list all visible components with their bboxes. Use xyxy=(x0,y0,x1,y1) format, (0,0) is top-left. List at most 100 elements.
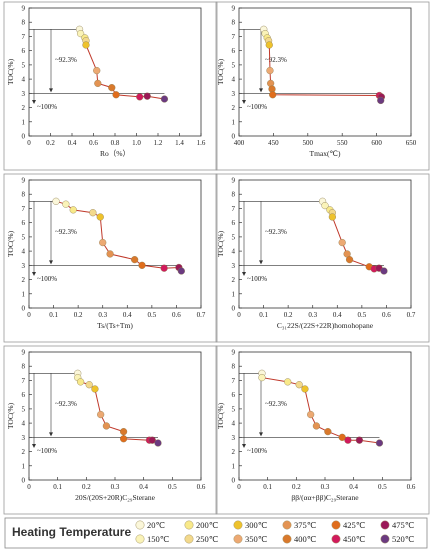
legend-label: 375℃ xyxy=(294,520,317,530)
arrow-100-head xyxy=(32,272,36,277)
x-tick-label: 400 xyxy=(234,139,245,147)
data-point xyxy=(154,439,162,447)
legend-label: 400℃ xyxy=(294,534,317,544)
y-tick-label: 0 xyxy=(22,477,26,485)
legend-label: 250℃ xyxy=(196,534,219,544)
y-tick-label: 6 xyxy=(22,47,26,55)
y-tick-label: 7 xyxy=(22,205,26,213)
legend-label: 150℃ xyxy=(147,534,170,544)
x-axis-label: 20S/(20S+20R)C₂₉Sterane xyxy=(75,493,156,502)
y-tick-label: 8 xyxy=(22,191,26,199)
arrow-92-head xyxy=(259,432,263,437)
x-tick-label: 0.1 xyxy=(263,483,272,491)
arrow-100-head xyxy=(242,272,246,277)
x-tick-label: 0 xyxy=(237,483,241,491)
annotation-92pct: ~92.3% xyxy=(265,400,287,408)
x-tick-label: 0 xyxy=(237,311,241,319)
data-point xyxy=(76,378,85,386)
data-point xyxy=(76,29,85,38)
data-point xyxy=(269,91,277,99)
y-tick-label: 1 xyxy=(22,290,26,298)
x-tick-label: 0 xyxy=(27,311,31,319)
data-point xyxy=(106,250,114,258)
y-tick-label: 6 xyxy=(232,391,236,399)
x-tick-label: 0.4 xyxy=(139,483,148,491)
legend-label: 350℃ xyxy=(245,534,268,544)
x-tick-label: 1.2 xyxy=(154,139,163,147)
data-point xyxy=(102,422,111,430)
legend-swatch xyxy=(331,534,341,544)
legend-label: 520℃ xyxy=(392,534,415,544)
y-tick-label: 0 xyxy=(22,133,26,141)
arrow-100-head xyxy=(242,444,246,449)
legend-frame xyxy=(4,517,428,549)
arrow-92-head xyxy=(49,260,53,265)
chart-panel-6: 0 1 2 3 4 5 6 7 8 9 0 0.1 0.2 0.3 0.4 0.5 0.6 ββ/(αα+ββ)C… xyxy=(215,345,430,515)
annotation-100pct: ~100% xyxy=(37,103,57,111)
y-tick-label: 5 xyxy=(232,405,236,413)
chart-panel-2: 0 1 2 3 4 5 6 7 8 9 400 450 500 550 600 650 Tmax(℃) TOC(%… xyxy=(215,1,430,171)
data-point xyxy=(52,197,60,205)
data-point xyxy=(338,433,346,441)
x-tick-label: 0.7 xyxy=(407,311,416,319)
y-tick-label: 0 xyxy=(232,477,236,485)
y-tick-label: 6 xyxy=(22,219,26,227)
y-tick-label: 2 xyxy=(232,448,236,456)
plot-area xyxy=(28,179,202,309)
y-axis-label: TOC(%) xyxy=(6,58,15,85)
annotation-92pct: ~92.3% xyxy=(265,228,287,236)
chart-panel-5: 0 1 2 3 4 5 6 7 8 9 0 0.1 0.2 0.3 0.4 0.5 0.6 20S/(20S+20… xyxy=(3,345,218,515)
y-tick-label: 9 xyxy=(232,5,236,13)
x-tick-label: 0.3 xyxy=(321,483,330,491)
x-tick-label: 0 xyxy=(27,483,31,491)
legend-swatch xyxy=(184,534,194,544)
y-axis-label: TOC(%) xyxy=(6,402,15,429)
data-point xyxy=(93,66,101,75)
annotation-92pct: ~92.3% xyxy=(55,400,77,408)
y-tick-label: 8 xyxy=(232,191,236,199)
annotation-92pct: ~92.3% xyxy=(55,228,77,236)
y-tick-label: 8 xyxy=(232,19,236,27)
chart-panel-4: 0 1 2 3 4 5 6 7 8 9 0 0.1 0.2 0.3 0.4 0.5 0.6 0.7 C₃₁22S/(… xyxy=(215,173,430,343)
y-tick-label: 6 xyxy=(232,219,236,227)
y-tick-label: 0 xyxy=(22,305,26,313)
y-tick-label: 3 xyxy=(232,434,236,442)
arrow-100-head xyxy=(242,100,246,105)
y-tick-label: 6 xyxy=(232,47,236,55)
y-axis-label: TOC(%) xyxy=(216,230,225,257)
x-tick-label: 450 xyxy=(268,139,279,147)
panel-frame xyxy=(215,173,430,343)
y-tick-label: 9 xyxy=(22,177,26,185)
data-point xyxy=(345,256,354,264)
panel-frame xyxy=(3,173,218,343)
y-tick-label: 5 xyxy=(22,233,26,241)
data-point xyxy=(160,95,169,103)
x-tick-label: 0.1 xyxy=(53,483,62,491)
panel-frame xyxy=(3,345,218,515)
data-point xyxy=(321,202,329,210)
plot-area xyxy=(238,179,412,309)
y-tick-label: 9 xyxy=(22,349,26,357)
data-point xyxy=(160,264,168,272)
x-axis-label: C₃₁22S/(22S+22R)homohopane xyxy=(277,321,374,330)
y-axis-label: TOC(%) xyxy=(6,230,15,257)
data-point xyxy=(136,93,144,101)
data-point xyxy=(377,96,385,105)
data-point xyxy=(119,435,128,443)
y-tick-label: 7 xyxy=(232,33,236,41)
data-point xyxy=(301,385,309,393)
x-tick-label: 0.2 xyxy=(46,139,55,147)
legend-title: Heating Temperature xyxy=(12,525,131,539)
y-axis-label: TOC(%) xyxy=(216,58,225,85)
x-tick-label: 650 xyxy=(406,139,417,147)
data-point xyxy=(328,213,336,221)
x-tick-label: 500 xyxy=(303,139,314,147)
annotation-100pct: ~100% xyxy=(247,447,267,455)
annotation-92pct: ~92.3% xyxy=(55,56,77,64)
x-tick-label: 0.4 xyxy=(123,311,132,319)
y-tick-label: 3 xyxy=(22,262,26,270)
x-tick-label: 0.3 xyxy=(98,311,107,319)
x-tick-label: 0.5 xyxy=(147,311,156,319)
data-point xyxy=(307,410,315,419)
